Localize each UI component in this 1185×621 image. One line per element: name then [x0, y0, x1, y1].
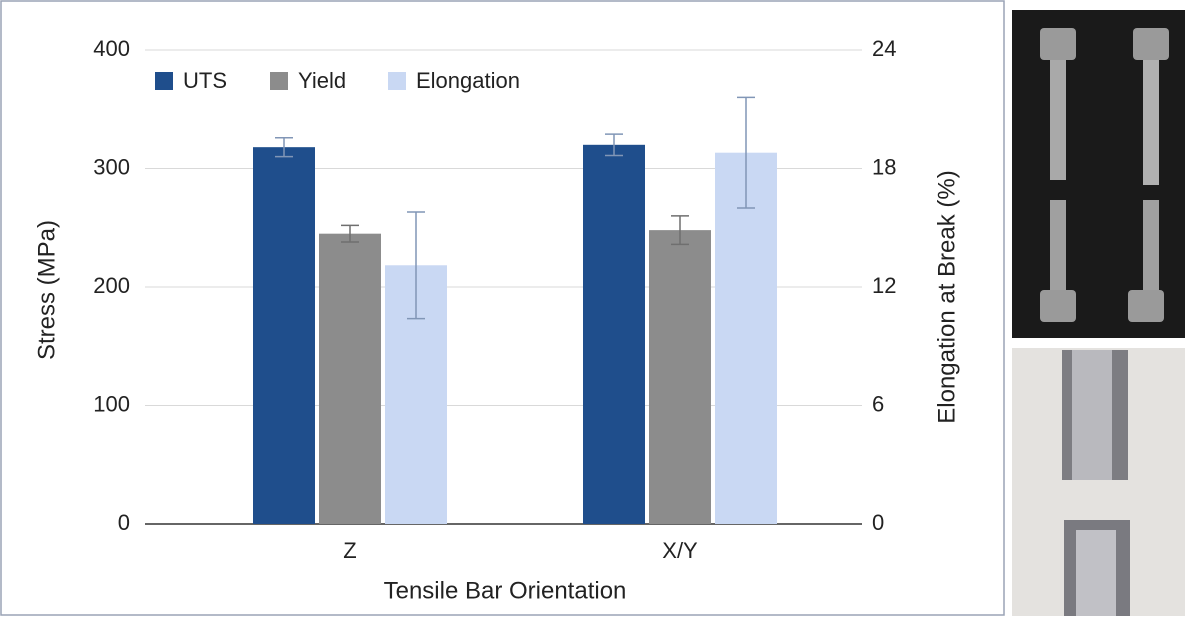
y2-tick-label: 6	[872, 391, 884, 416]
figure: Tensile Bar Orientation Stress (MPa) Elo…	[0, 0, 1185, 616]
y2-axis-title: Elongation at Break (%)	[933, 170, 960, 423]
y2-tick-label: 24	[872, 36, 896, 61]
x-axis-title: Tensile Bar Orientation	[384, 577, 627, 604]
y2-tick-label: 18	[872, 154, 896, 179]
legend-label: UTS	[183, 68, 227, 93]
legend-swatch	[270, 72, 288, 90]
y2-tick-label: 12	[872, 273, 896, 298]
photo-top	[1012, 10, 1185, 338]
y-tick-label: 300	[93, 154, 130, 179]
chart-frame	[1, 1, 1004, 615]
y2-tick-label: 0	[872, 510, 884, 535]
photo-bottom	[1012, 348, 1185, 616]
page: {"chart_data": {"type": "bar", "xlabel":…	[0, 0, 1185, 616]
x-tick-label: Z	[343, 538, 356, 563]
bar	[583, 145, 645, 524]
y-tick-label: 100	[93, 391, 130, 416]
bar	[649, 230, 711, 524]
y-axis-title: Stress (MPa)	[33, 220, 60, 360]
legend-swatch	[388, 72, 406, 90]
y-tick-label: 0	[118, 510, 130, 535]
bar	[253, 147, 315, 524]
y-tick-label: 400	[93, 36, 130, 61]
bar	[319, 234, 381, 524]
x-tick-label: X/Y	[662, 538, 698, 563]
legend-label: Yield	[298, 68, 346, 93]
y-tick-label: 200	[93, 273, 130, 298]
legend-swatch	[155, 72, 173, 90]
legend-label: Elongation	[416, 68, 520, 93]
